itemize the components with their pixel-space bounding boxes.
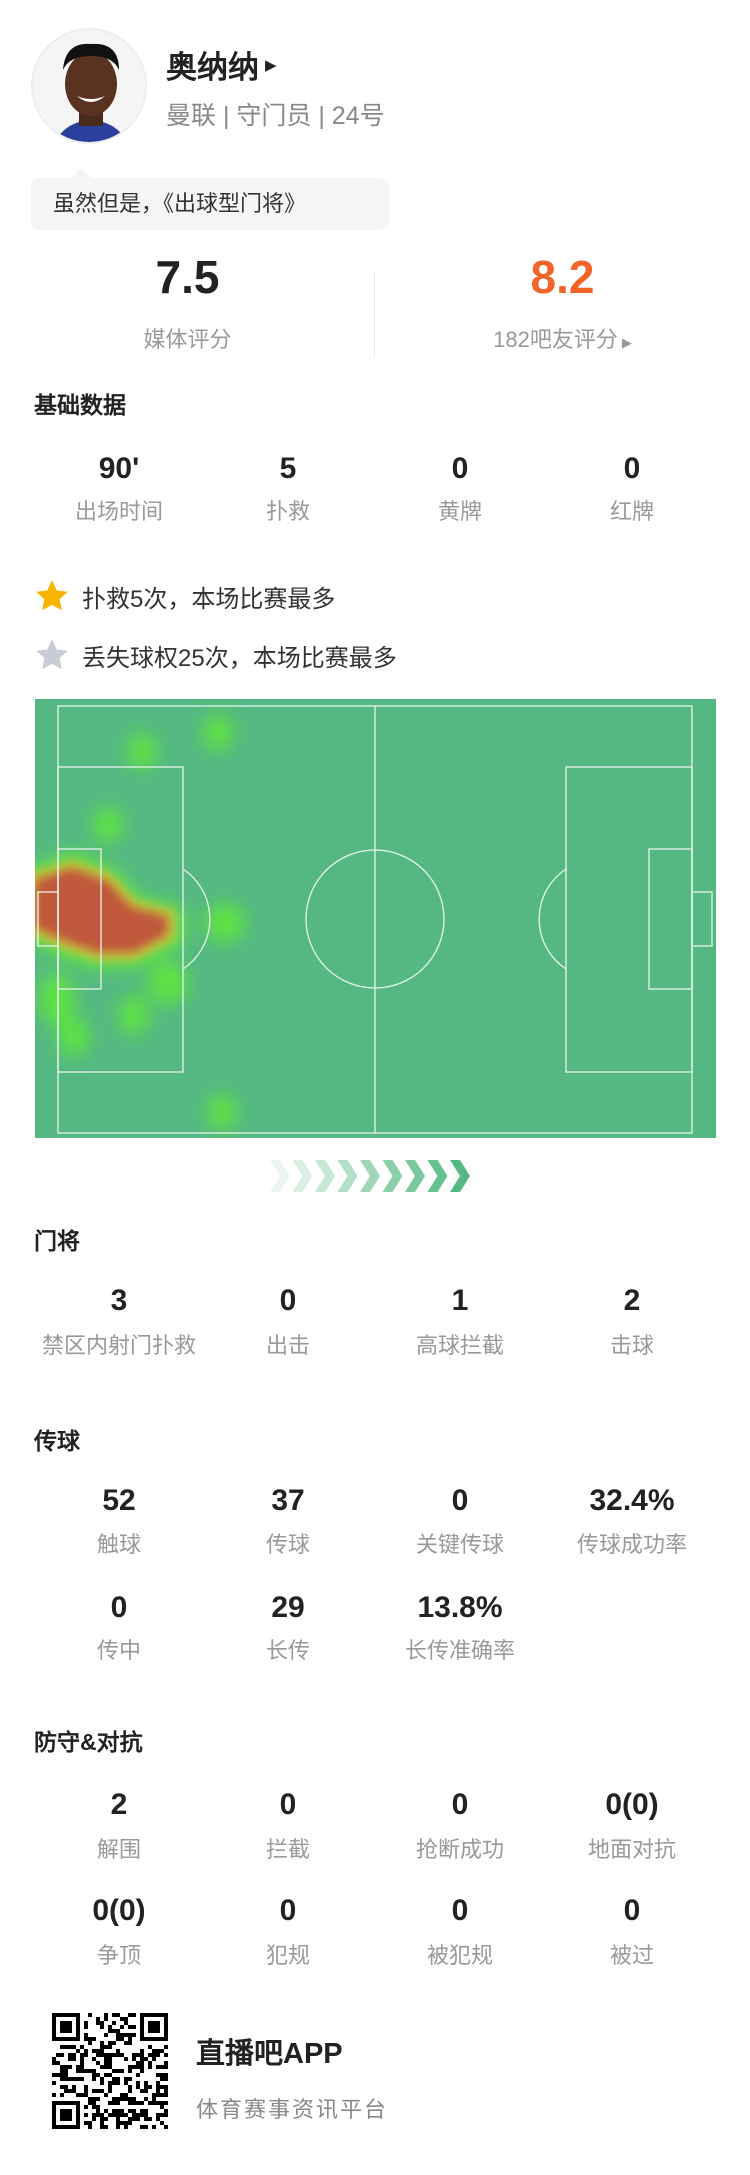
stat-value: 0 — [279, 1284, 297, 1317]
stat-value: 0 — [451, 1894, 469, 1927]
heatmap-pitch — [35, 699, 716, 1138]
stat-value: 32.4% — [589, 1484, 675, 1517]
brand-slogan: 体育赛事资讯平台 — [196, 2097, 389, 2122]
attack-direction-arrows — [270, 1160, 470, 1192]
stat-value: 0 — [451, 1484, 469, 1517]
stat-label: 禁区内射门扑救 — [41, 1333, 196, 1358]
chevron-right-icon — [382, 1160, 403, 1192]
qr-code — [52, 2013, 168, 2129]
stat-label: 触球 — [96, 1532, 141, 1557]
stat-value: 0 — [623, 1894, 641, 1927]
stat-label: 被过 — [609, 1943, 654, 1968]
stat-label: 长传 — [265, 1638, 310, 1663]
chevron-right-icon — [427, 1160, 448, 1192]
fan-rating-label: 182吧友评分 — [493, 327, 618, 352]
stat-value: 37 — [271, 1484, 305, 1517]
chevron-right-icon — [270, 1160, 290, 1192]
pitch-lines — [37, 705, 713, 1134]
section-title-basic: 基础数据 — [34, 392, 126, 418]
stat-value: 3 — [110, 1284, 128, 1317]
section-title-defense: 防守&对抗 — [34, 1729, 143, 1755]
stat-label: 地面对抗 — [587, 1837, 676, 1862]
brand-name: 直播吧APP — [196, 2038, 343, 2070]
star-gray-icon — [36, 639, 68, 670]
fan-rating-value: 8.2 — [530, 251, 595, 303]
stat-label: 抢断成功 — [415, 1837, 504, 1862]
stat-value: 0(0) — [92, 1894, 146, 1927]
divider — [374, 272, 375, 358]
stat-value: 0(0) — [605, 1788, 659, 1821]
stat-label: 击球 — [609, 1333, 654, 1358]
stat-label: 高球拦截 — [415, 1333, 504, 1358]
player-name-link[interactable]: 奥纳纳 ▶ — [166, 42, 277, 87]
stat-label: 传球 — [265, 1532, 310, 1557]
tagline-bubble: 虽然但是，《出球型门将》 — [31, 168, 389, 230]
stat-label: 红牌 — [609, 499, 654, 524]
chevron-right-icon — [450, 1160, 470, 1192]
stat-value: 1 — [451, 1284, 469, 1317]
star-gold-icon — [36, 580, 68, 611]
stat-label: 出场时间 — [74, 499, 163, 524]
player-name: 奥纳纳 — [166, 50, 259, 85]
stat-value: 13.8% — [417, 1591, 503, 1624]
stat-value: 5 — [279, 452, 297, 485]
stat-value: 0 — [623, 452, 641, 485]
stat-value: 0 — [451, 452, 469, 485]
stat-label: 长传准确率 — [404, 1638, 515, 1663]
chevron-right-icon — [337, 1160, 358, 1192]
chevron-right-icon — [315, 1160, 335, 1192]
section-title-passing: 传球 — [34, 1428, 80, 1454]
stat-label: 出击 — [265, 1333, 310, 1358]
stat-value: 0 — [279, 1788, 297, 1821]
stat-value: 29 — [271, 1591, 305, 1624]
player-info: 曼联 | 守门员 | 24号 — [166, 102, 385, 130]
stat-value: 52 — [102, 1484, 136, 1517]
stat-label: 争顶 — [96, 1943, 141, 1968]
stat-value: 90' — [98, 452, 140, 485]
stat-label: 解围 — [96, 1837, 141, 1862]
stat-value: 2 — [623, 1284, 641, 1317]
stat-label: 黄牌 — [437, 499, 482, 524]
stat-label: 传中 — [96, 1638, 141, 1663]
stat-label: 关键传球 — [415, 1532, 504, 1557]
highlight-item: 丢失球权25次，本场比赛最多 — [34, 637, 397, 673]
stat-value: 0 — [110, 1591, 128, 1624]
stat-label: 拦截 — [265, 1837, 310, 1862]
heatmap-layer — [35, 715, 245, 1130]
stat-label: 传球成功率 — [576, 1532, 687, 1557]
stat-label: 扑救 — [265, 499, 310, 524]
highlight-text: 丢失球权25次，本场比赛最多 — [82, 644, 397, 672]
stat-value: 2 — [110, 1788, 128, 1821]
chevron-right-icon — [292, 1160, 313, 1192]
play-arrow-icon: ▶ — [621, 335, 632, 350]
play-arrow-icon: ▶ — [265, 56, 277, 74]
chevron-right-icon — [405, 1160, 425, 1192]
stat-label: 被犯规 — [426, 1943, 493, 1968]
section-title-goalkeeping: 门将 — [34, 1228, 80, 1254]
stat-value: 0 — [451, 1788, 469, 1821]
stat-label: 犯规 — [265, 1943, 310, 1968]
highlight-text: 扑救5次，本场比赛最多 — [82, 585, 336, 613]
chevron-right-icon — [360, 1160, 380, 1192]
media-rating-value: 7.5 — [155, 251, 220, 303]
player-avatar[interactable] — [31, 28, 147, 144]
fan-rating-link[interactable]: 182吧友评分 ▶ — [375, 322, 750, 354]
stat-value: 0 — [279, 1894, 297, 1927]
highlight-item: 扑救5次，本场比赛最多 — [34, 578, 335, 614]
media-rating-label: 媒体评分 — [143, 327, 232, 352]
